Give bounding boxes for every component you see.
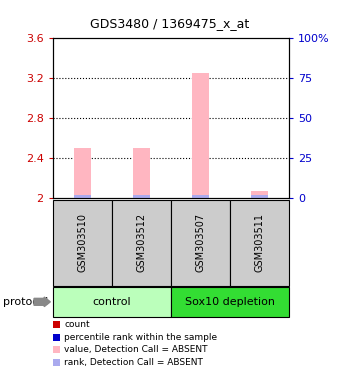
Bar xyxy=(74,148,90,198)
Text: GSM303510: GSM303510 xyxy=(77,214,87,272)
Bar xyxy=(251,191,268,198)
Bar xyxy=(251,195,268,198)
Text: Sox10 depletion: Sox10 depletion xyxy=(185,297,275,307)
Text: control: control xyxy=(92,297,131,307)
Text: GDS3480 / 1369475_x_at: GDS3480 / 1369475_x_at xyxy=(90,17,250,30)
Text: value, Detection Call = ABSENT: value, Detection Call = ABSENT xyxy=(64,345,208,354)
Bar xyxy=(133,148,150,198)
Text: count: count xyxy=(64,320,90,329)
Text: GSM303511: GSM303511 xyxy=(254,214,265,272)
Bar xyxy=(74,195,90,198)
Text: protocol: protocol xyxy=(3,297,49,307)
Text: percentile rank within the sample: percentile rank within the sample xyxy=(64,333,217,342)
Bar xyxy=(133,195,150,198)
Bar xyxy=(192,73,209,198)
Text: GSM303512: GSM303512 xyxy=(136,214,146,272)
Text: rank, Detection Call = ABSENT: rank, Detection Call = ABSENT xyxy=(64,358,203,367)
Bar xyxy=(192,195,209,198)
Text: GSM303507: GSM303507 xyxy=(195,214,205,272)
